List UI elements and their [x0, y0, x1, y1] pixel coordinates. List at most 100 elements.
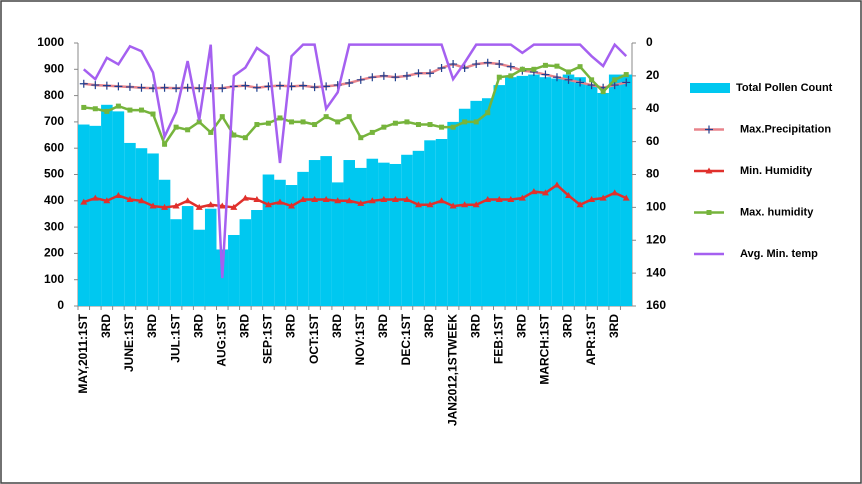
marker [611, 189, 619, 196]
marker [391, 73, 400, 82]
bar [181, 206, 194, 306]
marker [507, 195, 515, 202]
marker [322, 82, 331, 91]
marker [483, 58, 492, 67]
marker [160, 83, 169, 92]
marker [242, 135, 248, 141]
marker [577, 64, 583, 70]
marker [311, 195, 319, 202]
marker [230, 203, 238, 210]
legend-label: Min. Humidity [740, 165, 813, 177]
x-tick-label: 3RD [145, 314, 159, 338]
marker [265, 120, 271, 126]
y-tick-label: 600 [44, 140, 64, 154]
x-tick-label: OCT:1ST [307, 313, 321, 364]
marker [426, 201, 434, 208]
legend-item: Min. Humidity [694, 165, 813, 177]
marker [185, 127, 191, 133]
x-tick-label: 3RD [191, 314, 205, 338]
legend-item: Total Pollen Count [690, 82, 833, 94]
bar [251, 210, 263, 306]
marker [484, 195, 492, 202]
marker [356, 75, 365, 84]
x-tick-label: 3RD [561, 314, 575, 338]
marker [392, 120, 398, 126]
marker [345, 197, 353, 204]
x-tick-label: 3RD [99, 314, 113, 338]
marker [149, 202, 157, 209]
bar [574, 77, 586, 306]
marker [161, 203, 169, 210]
marker [299, 195, 307, 202]
marker [358, 135, 364, 141]
marker [600, 89, 606, 95]
marker [588, 195, 596, 202]
marker [485, 110, 491, 116]
marker [495, 60, 504, 69]
marker [183, 83, 192, 92]
legend-label: Max. humidity [740, 206, 814, 218]
y2-tick-label: 140 [646, 265, 666, 279]
marker [368, 197, 376, 204]
bar [297, 171, 309, 306]
marker [518, 194, 526, 201]
x-tick-label: AUG:1ST [214, 313, 228, 366]
y-tick-label: 100 [44, 272, 64, 286]
bar [124, 142, 136, 306]
marker [414, 201, 422, 208]
bar [158, 179, 171, 306]
marker [125, 82, 134, 91]
marker [323, 114, 329, 120]
marker [92, 106, 98, 112]
marker [218, 202, 226, 209]
bar [562, 74, 575, 306]
marker [553, 181, 561, 188]
marker [162, 141, 168, 147]
marker [705, 167, 713, 174]
marker [312, 122, 318, 128]
bar [343, 160, 355, 306]
marker [241, 194, 249, 201]
marker [403, 195, 411, 202]
marker [449, 202, 457, 209]
bar [412, 150, 425, 306]
bar [320, 156, 332, 306]
x-tick-label: 3RD [422, 314, 436, 338]
marker [288, 202, 296, 209]
marker [299, 81, 308, 90]
y2-tick-label: 0 [646, 35, 653, 49]
marker [219, 114, 225, 120]
bar [204, 208, 217, 306]
marker [449, 60, 458, 69]
y-tick-label: 1000 [37, 35, 64, 49]
legend-item: Avg. Min. temp [694, 248, 818, 260]
bar [170, 219, 182, 306]
marker [91, 194, 99, 201]
bar [424, 140, 436, 306]
marker [576, 201, 584, 208]
bar [516, 75, 529, 306]
marker [380, 195, 388, 202]
bar [366, 158, 379, 306]
x-tick-label: MAY,2011:1ST [76, 313, 90, 393]
marker [404, 119, 410, 125]
x-tick-label: 3RD [515, 314, 529, 338]
marker [462, 119, 468, 125]
x-tick-label: 3RD [330, 314, 344, 338]
bar [89, 125, 102, 306]
marker [531, 66, 537, 72]
x-tick-label: SEP:1ST [261, 313, 275, 364]
x-tick-label: 3RD [284, 314, 298, 338]
y2-tick-label: 80 [646, 167, 660, 181]
bar [458, 108, 471, 306]
marker [530, 188, 538, 195]
bar [285, 185, 298, 306]
x-tick-label: JUNE:1ST [122, 313, 136, 372]
bar [401, 154, 413, 306]
legend-swatch [690, 83, 730, 93]
marker [275, 81, 284, 90]
marker [415, 122, 421, 128]
marker [346, 114, 352, 120]
marker [623, 72, 629, 78]
legend-label: Avg. Min. temp [740, 248, 818, 260]
